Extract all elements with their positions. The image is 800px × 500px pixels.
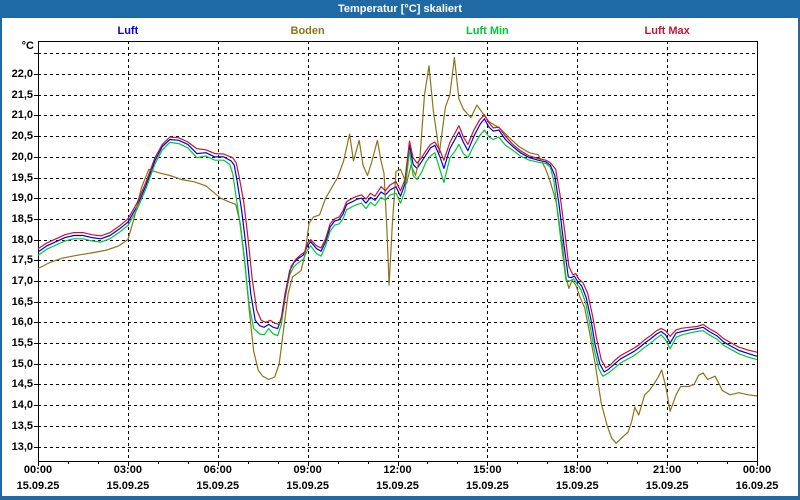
y-tick-label: 14,5	[11, 378, 33, 391]
x-tick-time-label: 03:00	[113, 464, 142, 476]
title-bar: Temperatur [°C] skaliert	[0, 0, 800, 18]
y-tick-label: 15,5	[11, 337, 33, 350]
x-tick-date-label: 15.09.25	[106, 480, 150, 492]
y-tick-label: 14,0	[11, 399, 33, 412]
x-tick-date-label: 15.09.25	[286, 480, 330, 492]
series-line-luft-max	[37, 114, 758, 369]
y-tick-label: 16,5	[11, 295, 33, 308]
x-tick-time-label: 00:00	[23, 464, 53, 476]
x-tick-time-label: 06:00	[203, 464, 232, 476]
y-tick-label: 13,5	[11, 419, 33, 432]
legend-item-luft-min: Luft Min	[465, 25, 509, 37]
x-tick-date-label: 16.09.25	[735, 480, 779, 492]
y-tick-label: 20,0	[11, 150, 33, 163]
y-tick-label: 13,0	[11, 440, 33, 453]
y-tick-label: 22,0	[11, 68, 33, 81]
legend-item-boden: Boden	[290, 25, 325, 37]
legend-item-luft-max: Luft Max	[644, 25, 690, 37]
y-tick-label: 19,5	[11, 171, 33, 184]
x-tick-date-label: 15.09.25	[465, 480, 509, 492]
y-tick-label: 21,0	[11, 109, 33, 122]
series-line-luft-min	[37, 129, 758, 377]
window-border-bottom	[0, 496, 800, 500]
x-tick-date-label: 15.09.25	[376, 480, 419, 492]
series-line-boden	[37, 56, 758, 444]
x-tick-time-label: 18:00	[563, 464, 592, 476]
y-tick-label: 20,5	[11, 130, 33, 143]
y-tick-label: 18,0	[11, 233, 33, 246]
x-tick-date-label: 15.09.25	[555, 480, 599, 492]
window-border-left	[0, 18, 2, 500]
y-axis-unit-label: °C	[21, 40, 34, 52]
x-tick-time-label: 12:00	[383, 464, 412, 476]
window-border-right	[798, 18, 800, 500]
y-tick-label: 17,0	[11, 275, 33, 287]
x-tick-time-label: 09:00	[293, 464, 322, 476]
y-tick-label: 16,0	[11, 316, 33, 329]
page-title: Temperatur [°C] skaliert	[337, 3, 462, 15]
x-tick-date-label: 15.09.25	[196, 480, 240, 492]
y-tick-label: 17,5	[11, 254, 33, 267]
y-tick-label: 15,0	[11, 357, 33, 370]
series-line-luft	[37, 118, 758, 373]
x-tick-time-label: 00:00	[742, 464, 772, 476]
y-tick-label: 19,0	[11, 192, 33, 205]
x-tick-time-label: 21:00	[653, 464, 682, 476]
y-tick-label: 18,5	[11, 212, 33, 225]
y-tick-label: 21,5	[11, 88, 33, 101]
x-tick-date-label: 15.09.25	[645, 480, 689, 492]
legend-item-luft: Luft	[117, 25, 139, 37]
x-tick-time-label: 15:00	[473, 464, 502, 476]
x-tick-date-label: 15.09.25	[16, 480, 60, 492]
